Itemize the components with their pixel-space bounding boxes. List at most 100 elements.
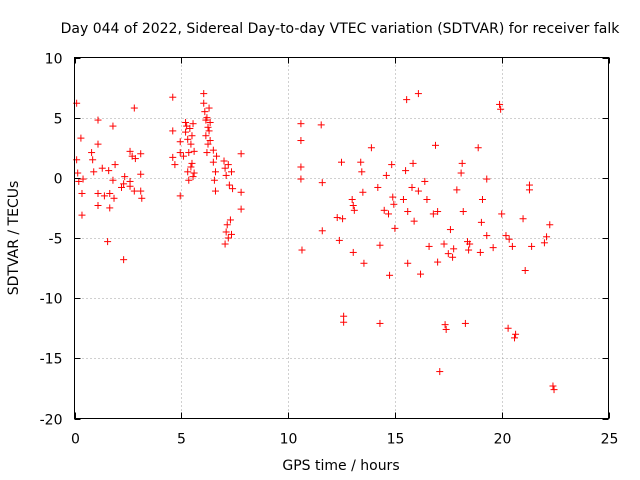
data-point xyxy=(425,242,433,250)
y-tick-label: -5 xyxy=(49,232,63,248)
data-point xyxy=(317,121,325,129)
data-point xyxy=(137,150,145,158)
data-point xyxy=(318,179,326,187)
data-point xyxy=(104,238,112,246)
data-point xyxy=(380,206,388,214)
x-tick-label: 5 xyxy=(177,432,186,448)
data-point xyxy=(414,187,422,195)
data-point xyxy=(110,194,118,202)
data-point xyxy=(190,147,198,155)
data-point xyxy=(297,175,305,183)
data-point xyxy=(209,158,217,166)
data-point xyxy=(421,177,429,185)
data-point xyxy=(223,221,231,229)
data-point xyxy=(222,171,230,179)
data-point xyxy=(525,186,533,194)
data-point xyxy=(474,144,482,152)
data-point xyxy=(130,187,138,195)
data-point xyxy=(120,180,128,188)
data-point xyxy=(348,195,356,203)
data-point xyxy=(137,170,145,178)
data-point xyxy=(349,202,357,210)
data-point xyxy=(179,152,187,160)
data-point xyxy=(211,187,219,195)
data-point xyxy=(458,159,466,167)
data-point xyxy=(360,259,368,267)
data-point xyxy=(121,173,129,181)
data-point xyxy=(339,215,347,223)
data-point xyxy=(109,176,117,184)
data-point xyxy=(222,228,230,236)
y-tick-label: 10 xyxy=(45,52,63,68)
data-point xyxy=(376,241,384,249)
data-point xyxy=(436,368,444,376)
data-point xyxy=(75,177,83,185)
data-point xyxy=(410,217,418,225)
x-tick-label: 20 xyxy=(494,432,512,448)
data-point xyxy=(429,210,437,218)
data-point xyxy=(169,93,177,101)
data-point xyxy=(189,120,197,128)
data-point xyxy=(376,319,384,327)
data-point xyxy=(404,208,412,216)
data-point xyxy=(511,334,519,342)
data-point xyxy=(384,210,392,218)
data-point xyxy=(390,200,398,208)
data-point xyxy=(298,246,306,254)
data-point xyxy=(297,137,305,145)
y-axis-label: SDTVAR / TECUs xyxy=(6,181,22,296)
data-point xyxy=(498,210,506,218)
data-point xyxy=(440,240,448,248)
data-point xyxy=(237,150,245,158)
y-tick-label: 0 xyxy=(54,172,63,188)
x-tick-label: 10 xyxy=(280,432,298,448)
data-point xyxy=(446,226,454,234)
data-point xyxy=(205,127,213,135)
x-tick-labels: 0 5 10 15 20 25 xyxy=(71,432,618,448)
y-tick-labels: -20 -15 -10 -5 0 5 10 xyxy=(40,52,63,429)
data-point xyxy=(457,169,465,177)
data-point xyxy=(543,233,551,241)
data-point xyxy=(431,141,439,149)
data-point xyxy=(414,90,422,98)
data-point xyxy=(237,205,245,213)
data-point xyxy=(211,168,219,176)
data-point xyxy=(106,189,114,197)
y-tick-label: -20 xyxy=(40,413,63,429)
data-point xyxy=(459,208,467,216)
x-axis-label: GPS time / hours xyxy=(282,458,399,474)
data-point xyxy=(404,259,412,267)
data-point xyxy=(221,164,229,172)
data-point xyxy=(357,158,365,166)
data-point xyxy=(389,193,397,201)
data-point xyxy=(367,144,375,152)
data-point xyxy=(169,153,177,161)
data-point xyxy=(391,224,399,232)
data-point xyxy=(176,192,184,200)
data-point xyxy=(409,159,417,167)
data-point xyxy=(203,149,211,157)
data-point xyxy=(453,186,461,194)
data-point xyxy=(403,96,411,104)
data-point xyxy=(340,312,348,320)
data-point xyxy=(335,236,343,244)
data-point xyxy=(221,240,229,248)
data-point xyxy=(204,140,212,148)
data-point xyxy=(126,182,134,190)
y-tick-label: 5 xyxy=(54,112,63,128)
data-point xyxy=(349,248,357,256)
data-point xyxy=(540,239,548,247)
x-tick-label: 25 xyxy=(601,432,619,448)
data-point xyxy=(190,169,198,177)
data-point xyxy=(137,187,145,195)
data-point xyxy=(224,161,232,169)
data-point xyxy=(450,245,458,253)
data-point xyxy=(74,169,82,177)
data-point xyxy=(176,138,184,146)
data-point xyxy=(94,116,102,124)
data-point xyxy=(338,158,345,166)
data-point xyxy=(359,188,367,196)
axis-ticks xyxy=(74,57,610,420)
data-point xyxy=(478,195,486,203)
data-point xyxy=(466,240,474,248)
